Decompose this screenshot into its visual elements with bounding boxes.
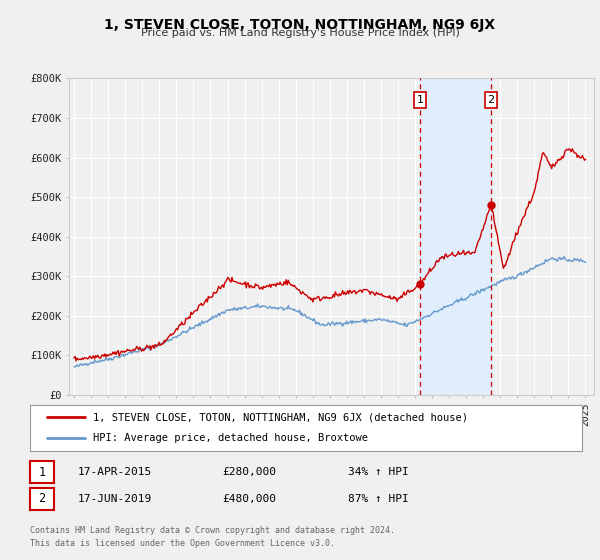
Text: 87% ↑ HPI: 87% ↑ HPI: [348, 494, 409, 504]
Text: 1, STEVEN CLOSE, TOTON, NOTTINGHAM, NG9 6JX (detached house): 1, STEVEN CLOSE, TOTON, NOTTINGHAM, NG9 …: [94, 412, 469, 422]
Text: 1: 1: [416, 95, 424, 105]
Text: 2: 2: [38, 492, 46, 506]
Text: 2: 2: [487, 95, 494, 105]
Text: 1: 1: [38, 465, 46, 479]
Text: Price paid vs. HM Land Registry's House Price Index (HPI): Price paid vs. HM Land Registry's House …: [140, 28, 460, 38]
Text: £480,000: £480,000: [222, 494, 276, 504]
Text: 34% ↑ HPI: 34% ↑ HPI: [348, 467, 409, 477]
Bar: [420, 78, 491, 395]
Text: HPI: Average price, detached house, Broxtowe: HPI: Average price, detached house, Brox…: [94, 433, 368, 443]
Text: Contains HM Land Registry data © Crown copyright and database right 2024.: Contains HM Land Registry data © Crown c…: [30, 526, 395, 535]
Text: 17-JUN-2019: 17-JUN-2019: [78, 494, 152, 504]
Text: 17-APR-2015: 17-APR-2015: [78, 467, 152, 477]
Text: This data is licensed under the Open Government Licence v3.0.: This data is licensed under the Open Gov…: [30, 539, 335, 548]
Text: £280,000: £280,000: [222, 467, 276, 477]
Text: 1, STEVEN CLOSE, TOTON, NOTTINGHAM, NG9 6JX: 1, STEVEN CLOSE, TOTON, NOTTINGHAM, NG9 …: [104, 18, 496, 32]
